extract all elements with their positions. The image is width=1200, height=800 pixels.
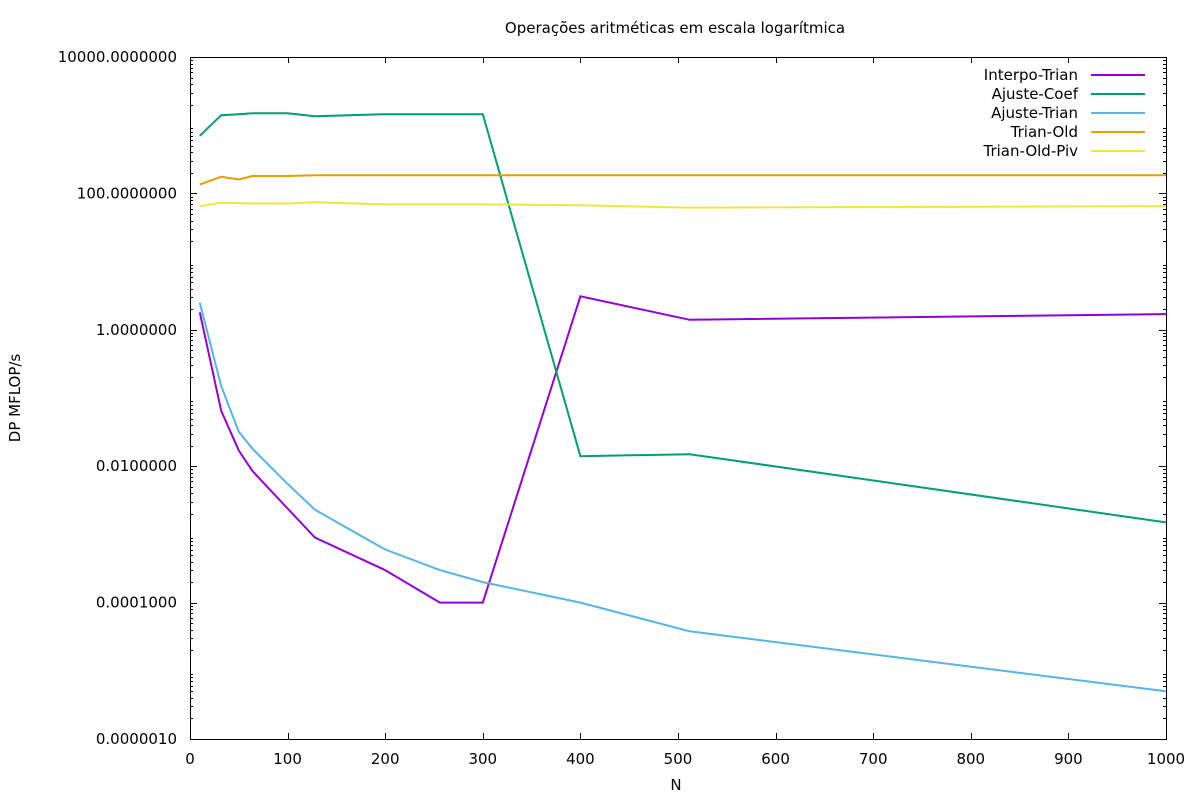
x-tick-label: 600 — [761, 750, 790, 768]
series-line-trian-old-piv — [199, 201, 1167, 209]
series-line-trian-old — [199, 174, 1166, 186]
x-tick-label: 500 — [664, 750, 693, 768]
y-axis: 0.0000010 0.0001000 0.0100000 1.0000000 100.… — [58, 48, 1166, 748]
legend-label-trian-old-piv: Trian-Old-Piv — [983, 142, 1079, 160]
series-line-interpo-trian — [198, 295, 1167, 604]
legend-label-trian-old: Trian-Old — [1010, 123, 1078, 141]
chart-title: Operações aritméticas em escala logarítm… — [505, 19, 845, 37]
x-axis: 0 100 200 300 400 500 600 700 800 900 1000 — [185, 57, 1185, 768]
y-tick-label: 0.0000010 — [96, 730, 177, 748]
legend-label-interpo-trian: Interpo-Trian — [984, 66, 1078, 84]
x-tick-label: 700 — [859, 750, 888, 768]
x-tick-label: 1000 — [1147, 750, 1185, 768]
y-tick-label: 0.0001000 — [96, 594, 177, 612]
legend-label-ajuste-trian: Ajuste-Trian — [991, 104, 1078, 122]
y-tick-label: 100.0000000 — [77, 184, 177, 202]
series-line-ajuste-coef — [199, 112, 1167, 524]
x-axis-label: N — [670, 776, 681, 794]
legend: Interpo-TrianAjuste-CoefAjuste-TrianTria… — [983, 66, 1145, 160]
series-line-ajuste-trian — [198, 302, 1167, 693]
y-tick-label: 1.0000000 — [96, 321, 177, 339]
x-tick-label: 300 — [468, 750, 497, 768]
x-tick-label: 200 — [371, 750, 400, 768]
x-tick-label: 900 — [1054, 750, 1083, 768]
legend-label-ajuste-coef: Ajuste-Coef — [992, 85, 1079, 103]
y-tick-label: 10000.0000000 — [58, 48, 177, 66]
x-tick-label: 400 — [566, 750, 595, 768]
x-tick-label: 0 — [185, 750, 195, 768]
y-axis-label: DP MFLOP/s — [6, 354, 24, 443]
y-tick-label: 0.0100000 — [96, 457, 177, 475]
x-tick-label: 800 — [956, 750, 985, 768]
x-tick-label: 100 — [273, 750, 302, 768]
series-layer — [198, 112, 1167, 693]
